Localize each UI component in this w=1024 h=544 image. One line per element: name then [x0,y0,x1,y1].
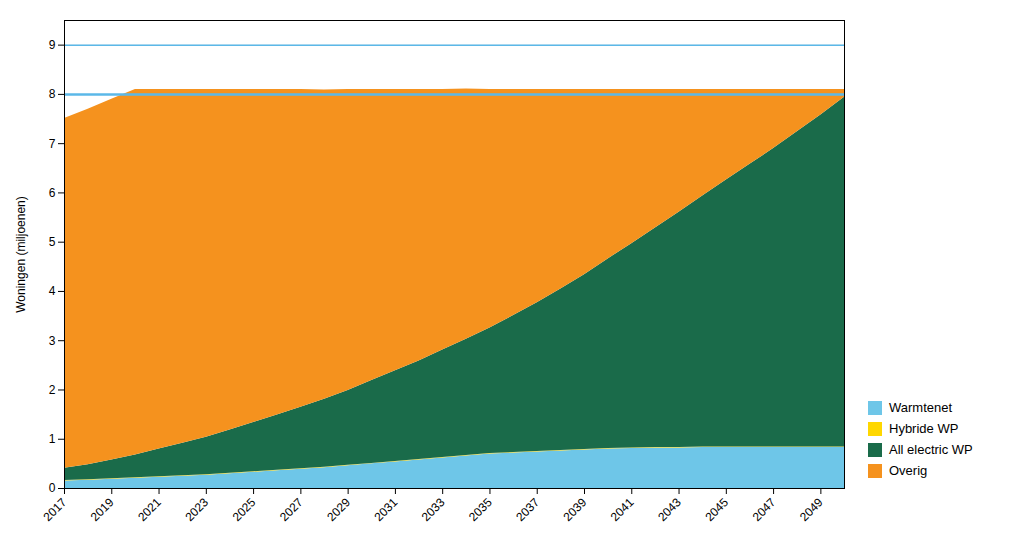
svg-text:7: 7 [49,136,56,150]
svg-text:2029: 2029 [324,495,353,524]
svg-text:Woningen (miljoenen): Woningen (miljoenen) [14,196,28,313]
html-text:All electric WP: All electric WP [889,442,973,457]
svg-text:2037: 2037 [513,495,542,524]
svg-text:2025: 2025 [230,495,259,524]
svg-text:1: 1 [49,432,56,446]
svg-text:2041: 2041 [608,495,637,524]
svg-text:2049: 2049 [797,495,826,524]
svg-text:2045: 2045 [702,495,731,524]
svg-text:2047: 2047 [750,495,779,524]
html-text:Warmtenet: Warmtenet [889,400,953,415]
html-text:Overig: Overig [889,463,928,478]
svg-text:2019: 2019 [88,495,117,524]
svg-text:2033: 2033 [419,495,448,524]
svg-text:2027: 2027 [277,495,306,524]
svg-text:8: 8 [49,87,56,101]
svg-text:2021: 2021 [135,495,164,524]
svg-text:4: 4 [49,284,56,298]
svg-text:2017: 2017 [41,495,70,524]
svg-text:0: 0 [49,481,56,495]
svg-text:2043: 2043 [655,495,684,524]
html-text:Hybride WP: Hybride WP [889,421,959,436]
svg-text:9: 9 [49,38,56,52]
svg-text:3: 3 [49,334,56,348]
svg-text:2035: 2035 [466,495,495,524]
svg-text:2023: 2023 [182,495,211,524]
svg-text:2031: 2031 [371,495,400,524]
svg-text:6: 6 [49,186,56,200]
svg-text:2039: 2039 [561,495,590,524]
svg-text:5: 5 [49,235,56,249]
svg-text:2: 2 [49,383,56,397]
